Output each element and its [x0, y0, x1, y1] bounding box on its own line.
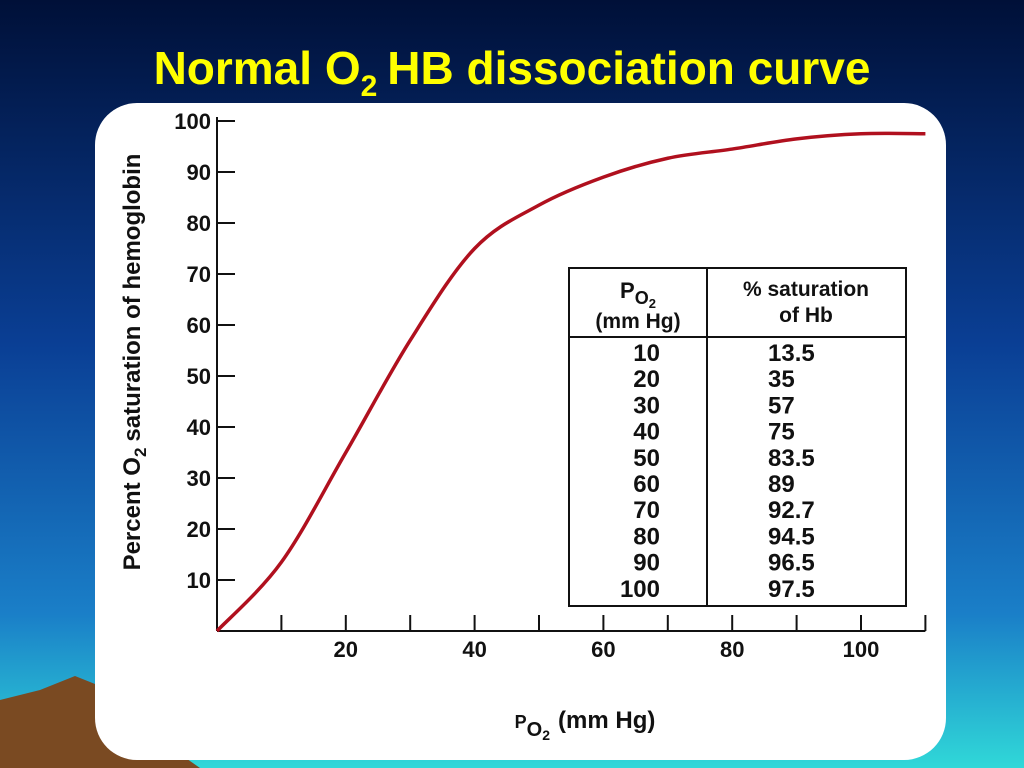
x-tick-label: 80 — [720, 637, 744, 662]
header-subscript: O — [635, 288, 649, 308]
curve — [215, 131, 926, 633]
table-header: PO2 — [620, 278, 656, 311]
table-cell: 20 — [633, 366, 660, 393]
header-subscript: 2 — [649, 296, 656, 311]
y-tick-label: 90 — [187, 160, 211, 185]
table-cell: 57 — [768, 392, 795, 419]
y-label-text: Percent O — [119, 457, 146, 570]
x-label-text: P — [515, 712, 527, 732]
header-text: P — [620, 278, 635, 303]
y-tick-label: 10 — [187, 568, 211, 593]
y-tick-label: 70 — [187, 262, 211, 287]
table-header: of Hb — [779, 304, 833, 327]
title-text: Normal O — [154, 42, 361, 94]
y-label-text: saturation of hemoglobin — [119, 154, 146, 442]
y-axis-label: Percent O2 saturation of hemoglobin — [119, 154, 150, 571]
table-cell: 10 — [633, 340, 660, 367]
y-tick-label: 100 — [174, 109, 211, 134]
table-cell: 83.5 — [768, 445, 815, 472]
x-tick-label: 100 — [843, 637, 880, 662]
title-subscript: 2 — [361, 70, 378, 103]
y-tick-label: 40 — [187, 415, 211, 440]
y-tick-label: 60 — [187, 313, 211, 338]
table-cell: 96.5 — [768, 550, 815, 577]
x-label-subscript: O — [527, 719, 543, 741]
y-tick-label: 80 — [187, 211, 211, 236]
slide-title: Normal O2 HB dissociation curve — [154, 42, 871, 103]
y-tick-label: 50 — [187, 364, 211, 389]
table-cell: 13.5 — [768, 340, 815, 367]
y-tick-label: 20 — [187, 517, 211, 542]
table-cell: 80 — [633, 523, 660, 550]
table-cell: 70 — [633, 497, 660, 524]
table-cell: 97.5 — [768, 576, 815, 603]
table-cell: 50 — [633, 445, 660, 472]
table-cell: 90 — [633, 550, 660, 577]
x-tick-label: 60 — [591, 637, 615, 662]
x-label-text: (mm Hg) — [558, 707, 655, 734]
table-cell: 89 — [768, 471, 795, 498]
x-label-subscript: 2 — [542, 727, 550, 743]
title-text: HB dissociation curve — [387, 42, 870, 94]
x-tick-label: 20 — [334, 637, 358, 662]
table-header: (mm Hg) — [595, 310, 680, 333]
table-cell: 94.5 — [768, 523, 815, 550]
y-label-subscript: 2 — [131, 448, 150, 457]
x-tick-label: 40 — [462, 637, 486, 662]
y-tick-label: 30 — [187, 466, 211, 491]
table-cell: 30 — [633, 392, 660, 419]
table-header: % saturation — [743, 278, 869, 301]
table-cell: 35 — [768, 366, 795, 393]
table-cell: 40 — [633, 419, 660, 446]
table-frame — [568, 267, 907, 607]
x-axis-label: PO2 (mm Hg) — [515, 707, 656, 743]
table-cell: 60 — [633, 471, 660, 498]
table-cell: 100 — [620, 576, 660, 603]
table-cell: 75 — [768, 419, 795, 446]
table-cell: 92.7 — [768, 497, 815, 524]
